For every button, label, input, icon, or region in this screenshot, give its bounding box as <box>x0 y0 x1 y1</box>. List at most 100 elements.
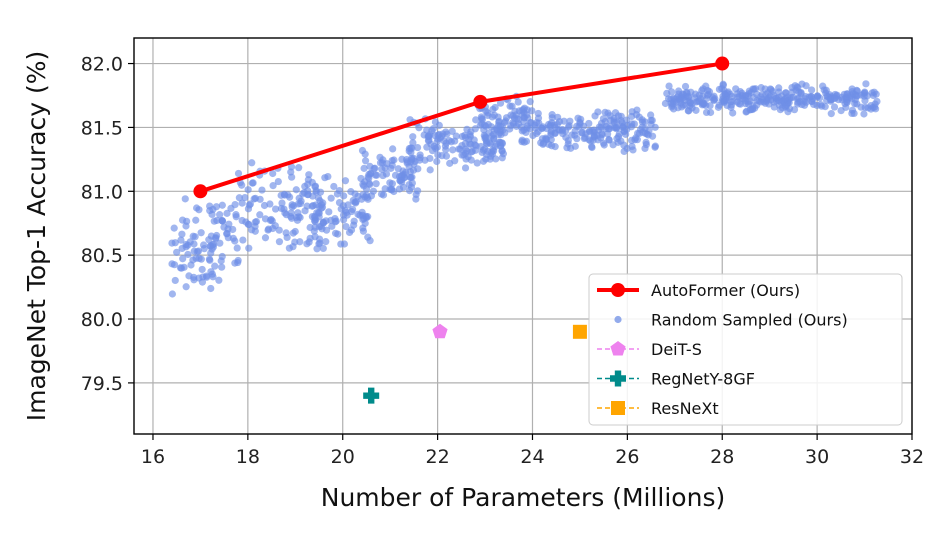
x-tick-label: 18 <box>236 446 260 468</box>
sampled-point <box>304 180 312 188</box>
sampled-point <box>641 118 649 126</box>
sampled-point <box>692 106 700 114</box>
sampled-point <box>613 134 621 143</box>
sampled-point <box>335 186 344 195</box>
sampled-point <box>585 136 593 144</box>
sampled-point <box>389 145 397 153</box>
sampled-point <box>309 202 317 210</box>
sampled-point <box>449 146 457 154</box>
sampled-point <box>514 98 522 106</box>
sampled-point <box>762 90 770 99</box>
sampled-point <box>311 218 319 226</box>
sampled-point <box>181 195 189 203</box>
sampled-point <box>247 226 256 234</box>
sampled-point <box>535 119 543 127</box>
sampled-point <box>365 174 373 182</box>
sampled-point <box>232 213 240 221</box>
sampled-point <box>209 205 217 214</box>
sampled-point <box>551 143 559 151</box>
sampled-point <box>591 112 599 120</box>
sampled-point <box>358 195 366 203</box>
sampled-point <box>168 290 176 298</box>
sampled-point <box>291 238 299 246</box>
sampled-point <box>443 130 451 138</box>
sampled-point <box>864 104 872 112</box>
sampled-point <box>205 236 213 244</box>
sampled-point <box>808 97 816 106</box>
sampled-point <box>794 100 802 108</box>
legend: AutoFormer (Ours) Random Sampled (Ours) De… <box>588 273 903 426</box>
sampled-point <box>684 94 692 102</box>
sampled-point <box>176 264 185 272</box>
sampled-point <box>178 216 187 224</box>
sampled-point <box>177 236 185 244</box>
sampled-point <box>332 217 340 225</box>
sampled-point <box>408 154 416 162</box>
sampled-point <box>345 228 354 237</box>
x-tick-label: 32 <box>900 446 924 468</box>
sampled-point <box>311 223 319 231</box>
sampled-point <box>813 92 821 100</box>
sampled-point <box>406 116 414 124</box>
sampled-point <box>248 159 256 167</box>
sampled-point <box>382 170 391 178</box>
sampled-point <box>391 171 400 179</box>
sampled-point <box>492 155 500 163</box>
sampled-point <box>266 200 274 208</box>
sampled-point <box>605 125 613 133</box>
sampled-point <box>246 200 255 208</box>
sampled-point <box>577 115 585 123</box>
sampled-point <box>482 107 490 115</box>
plot-frame <box>133 37 913 435</box>
sampled-point <box>506 125 514 133</box>
sampled-point <box>359 224 367 232</box>
sampled-point <box>415 156 424 164</box>
sampled-point <box>245 244 253 252</box>
legend-box <box>588 273 903 426</box>
sampled-point <box>337 205 345 213</box>
sampled-point <box>761 85 769 93</box>
sampled-point <box>872 90 880 98</box>
sampled-point <box>519 105 527 113</box>
sampled-point <box>340 240 349 248</box>
sampled-point <box>588 142 596 151</box>
sampled-point <box>441 142 450 150</box>
sampled-point <box>274 177 282 186</box>
sampled-point <box>322 238 330 246</box>
sampled-point <box>211 262 219 270</box>
sampled-point <box>390 156 398 164</box>
sampled-point <box>518 136 526 144</box>
x-axis-label: Number of Parameters (Millions) <box>321 483 725 512</box>
sampled-point <box>199 273 207 281</box>
sampled-point <box>407 173 415 182</box>
sampled-point <box>252 217 261 226</box>
sampled-point <box>661 99 670 108</box>
x-tick-label: 20 <box>331 446 355 468</box>
sampled-point <box>409 133 417 141</box>
sampled-point <box>209 243 217 251</box>
sampled-point <box>325 208 333 216</box>
sampled-point <box>275 238 284 246</box>
sampled-point <box>598 131 606 139</box>
sampled-point <box>749 85 757 93</box>
sampled-point <box>179 255 187 263</box>
sampled-point <box>528 107 536 115</box>
sampled-point <box>435 130 443 139</box>
sampled-point <box>178 244 186 253</box>
sampled-point <box>428 127 436 135</box>
sampled-point <box>295 164 303 172</box>
baseline-point <box>572 324 587 339</box>
sampled-point <box>564 140 572 148</box>
sampled-point <box>319 199 327 207</box>
sampled-point <box>269 182 277 190</box>
sampled-point <box>750 94 758 102</box>
sampled-point <box>250 195 258 203</box>
sampled-point <box>218 252 226 261</box>
sampled-point <box>506 102 514 110</box>
sampled-point <box>620 147 628 156</box>
sampled-point <box>482 155 490 163</box>
x-tick-label: 26 <box>615 446 639 468</box>
sampled-point <box>710 92 718 100</box>
sampled-point <box>421 156 429 164</box>
autoformer-point <box>193 184 208 199</box>
